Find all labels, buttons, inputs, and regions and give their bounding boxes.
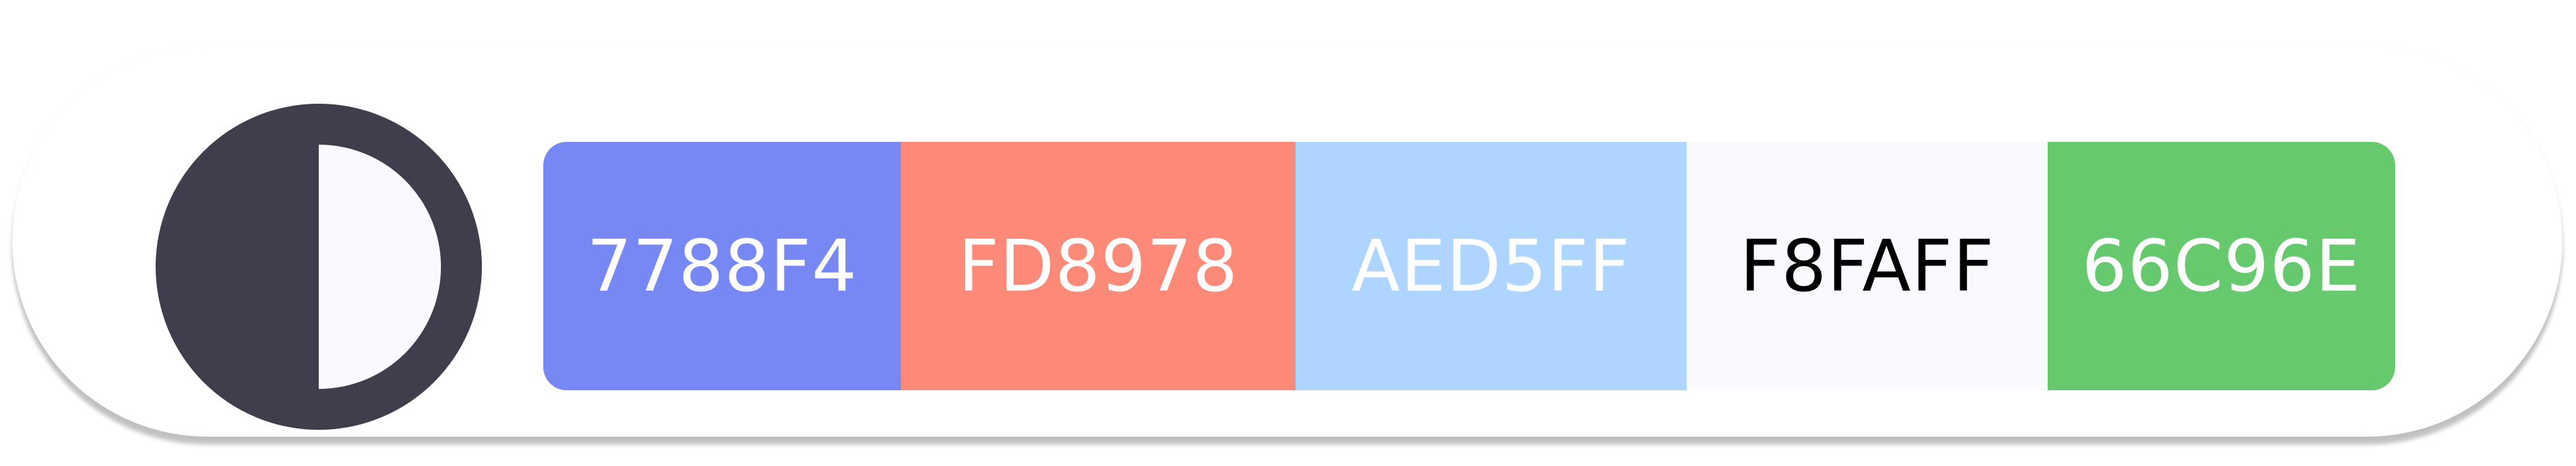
swatch-hex-label: FD8978 (958, 224, 1239, 308)
swatch-hex-label: AED5FF (1351, 224, 1631, 308)
color-swatch-5[interactable]: 66C96E (2048, 142, 2395, 390)
swatch-hex-label: 7788F4 (586, 224, 858, 308)
swatch-hex-label: F8FAFF (1739, 224, 1995, 308)
color-swatch-1[interactable]: 7788F4 (543, 142, 901, 390)
theme-toggle-button[interactable] (156, 104, 482, 430)
color-swatch-4[interactable]: F8FAFF (1687, 142, 2048, 390)
palette-card: 7788F4 FD8978 AED5FF F8FAFF 66C96E (12, 46, 2562, 437)
swatch-hex-label: 66C96E (2082, 224, 2361, 308)
color-swatch-3[interactable]: AED5FF (1296, 142, 1687, 390)
color-swatch-2[interactable]: FD8978 (901, 142, 1296, 390)
color-palette: 7788F4 FD8978 AED5FF F8FAFF 66C96E (543, 142, 2395, 390)
contrast-icon (156, 104, 482, 430)
